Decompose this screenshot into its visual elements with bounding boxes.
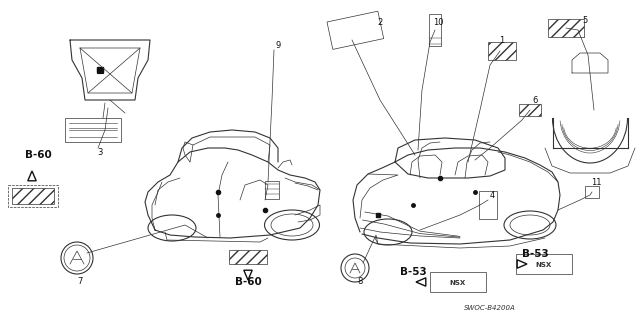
Text: NSX: NSX	[536, 262, 552, 268]
Text: 9: 9	[275, 41, 280, 50]
Text: 6: 6	[532, 95, 538, 105]
Bar	[12, 188, 54, 204]
Text: 2: 2	[378, 18, 383, 27]
Polygon shape	[97, 67, 103, 72]
Bar	[65, 118, 121, 142]
Bar	[327, 11, 384, 49]
Bar	[430, 272, 486, 292]
Text: 4: 4	[490, 190, 495, 199]
Bar	[429, 14, 441, 46]
Text: B-53: B-53	[522, 249, 548, 259]
Bar	[479, 191, 497, 219]
Bar	[488, 42, 516, 60]
Bar	[585, 186, 599, 198]
Bar	[97, 68, 103, 73]
Bar	[519, 104, 541, 116]
Bar	[8, 185, 58, 207]
Text: B-60: B-60	[25, 150, 52, 160]
Text: B-53: B-53	[400, 267, 427, 277]
Bar	[265, 181, 279, 199]
Text: 10: 10	[433, 18, 444, 27]
Text: 5: 5	[582, 15, 588, 25]
Text: 7: 7	[77, 277, 83, 286]
Bar	[229, 250, 267, 264]
Text: 1: 1	[499, 36, 504, 44]
Text: 3: 3	[97, 148, 102, 156]
Text: B-60: B-60	[235, 277, 262, 287]
Text: 8: 8	[357, 277, 363, 286]
Text: NSX: NSX	[450, 280, 466, 286]
Text: 11: 11	[591, 178, 601, 187]
Text: SWOC-B4200A: SWOC-B4200A	[464, 305, 516, 311]
Bar	[516, 254, 572, 274]
Bar	[548, 19, 584, 37]
